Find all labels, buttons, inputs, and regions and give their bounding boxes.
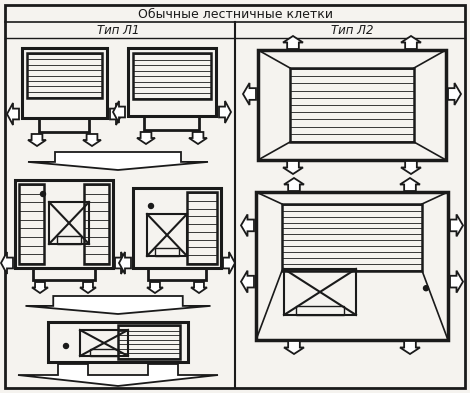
Polygon shape	[25, 296, 211, 314]
Polygon shape	[83, 134, 101, 146]
Polygon shape	[401, 36, 421, 49]
Bar	[19, 184, 44, 264]
Bar	[84, 184, 109, 264]
Bar	[27, 53, 102, 98]
Bar	[22, 48, 107, 118]
Polygon shape	[189, 132, 207, 144]
Bar	[148, 268, 206, 280]
Bar	[296, 306, 344, 315]
Polygon shape	[243, 83, 256, 105]
Bar	[49, 202, 89, 244]
Polygon shape	[448, 83, 461, 105]
Bar	[133, 188, 221, 268]
Bar	[90, 349, 118, 356]
Bar	[187, 192, 217, 264]
Bar	[118, 325, 180, 359]
Polygon shape	[283, 161, 303, 174]
Polygon shape	[450, 215, 463, 237]
Bar	[144, 116, 199, 130]
Text: Обычные лестничные клетки: Обычные лестничные клетки	[138, 7, 332, 20]
Polygon shape	[241, 271, 254, 293]
Bar	[39, 118, 89, 132]
Bar	[256, 192, 448, 340]
Bar	[290, 68, 414, 142]
Text: Тип Л2: Тип Л2	[331, 24, 373, 37]
Polygon shape	[137, 132, 155, 144]
Bar	[48, 322, 188, 362]
Polygon shape	[28, 152, 208, 170]
Polygon shape	[191, 282, 207, 293]
Polygon shape	[28, 134, 46, 146]
Polygon shape	[1, 252, 13, 274]
Polygon shape	[283, 36, 303, 49]
Bar	[15, 180, 113, 268]
Polygon shape	[401, 161, 421, 174]
Polygon shape	[7, 103, 19, 125]
Polygon shape	[147, 282, 163, 293]
Bar	[284, 269, 356, 315]
Polygon shape	[400, 341, 420, 354]
Circle shape	[149, 204, 154, 209]
Bar	[57, 236, 81, 244]
Polygon shape	[284, 341, 304, 354]
Polygon shape	[119, 252, 131, 274]
Polygon shape	[80, 282, 96, 293]
Polygon shape	[115, 252, 127, 274]
Polygon shape	[219, 101, 231, 123]
Circle shape	[40, 191, 46, 196]
Polygon shape	[241, 215, 254, 237]
Polygon shape	[113, 101, 125, 123]
Bar	[147, 214, 187, 256]
Bar	[128, 48, 216, 116]
Circle shape	[423, 286, 429, 291]
Polygon shape	[284, 178, 304, 191]
Bar	[155, 248, 179, 256]
Text: Тип Л1: Тип Л1	[97, 24, 139, 37]
Polygon shape	[110, 103, 122, 125]
Polygon shape	[32, 282, 48, 293]
Polygon shape	[450, 271, 463, 293]
Polygon shape	[223, 252, 235, 274]
Bar	[282, 204, 422, 271]
Bar	[133, 53, 211, 99]
Circle shape	[63, 343, 69, 349]
Polygon shape	[18, 364, 218, 386]
Bar	[258, 50, 446, 160]
Bar	[80, 330, 128, 356]
Bar	[33, 268, 95, 280]
Polygon shape	[400, 178, 420, 191]
